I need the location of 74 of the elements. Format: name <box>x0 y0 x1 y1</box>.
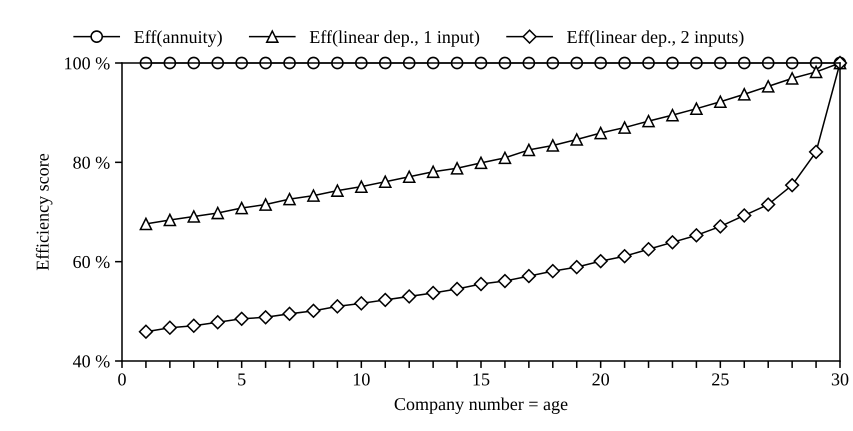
x-tick-label: 0 <box>118 373 126 386</box>
point <box>738 88 751 101</box>
point <box>426 286 440 300</box>
point <box>235 202 248 214</box>
x-tick-label: 30 <box>832 373 848 386</box>
point <box>402 289 416 304</box>
point <box>258 310 273 324</box>
point <box>259 198 272 211</box>
y-tick-label: 100 % <box>65 57 110 70</box>
y-tick-label: 40 % <box>72 355 110 368</box>
point <box>618 121 631 134</box>
point <box>210 315 225 330</box>
legend-label: Eff(linear dep., 2 inputs) <box>567 30 744 47</box>
point <box>546 264 560 278</box>
point <box>330 299 345 314</box>
point <box>378 292 392 308</box>
point <box>594 126 607 140</box>
point <box>355 180 368 193</box>
point <box>666 108 679 122</box>
point <box>474 156 488 170</box>
point <box>786 72 798 85</box>
legend-label: Eff(annuity) <box>134 30 222 47</box>
point <box>498 274 512 288</box>
point <box>187 210 200 223</box>
point <box>164 214 176 226</box>
point <box>594 254 608 268</box>
point <box>426 165 440 178</box>
point <box>378 175 392 188</box>
x-tick-label: 5 <box>238 374 246 386</box>
point <box>689 228 704 242</box>
point <box>808 144 824 160</box>
point <box>522 268 536 284</box>
point <box>690 102 703 116</box>
point <box>641 242 656 256</box>
x-tick-label: 10 <box>354 373 370 386</box>
point <box>331 184 344 197</box>
point <box>642 114 655 128</box>
y-tick-label: 80 % <box>73 156 110 169</box>
point <box>307 189 320 202</box>
point <box>186 318 201 333</box>
point <box>665 235 680 250</box>
x-tick-label: 20 <box>592 373 610 386</box>
point <box>810 66 822 78</box>
point <box>138 324 154 339</box>
point <box>570 133 584 146</box>
point <box>762 80 775 93</box>
x-axis-title: Company number = age <box>394 398 568 414</box>
point <box>713 219 728 234</box>
legend-label: Eff(linear dep., 1 input) <box>310 30 480 47</box>
y-axis-title: Efficiency score <box>36 154 52 270</box>
point <box>737 208 752 223</box>
point <box>306 304 321 318</box>
point <box>402 170 416 184</box>
point <box>617 249 632 264</box>
point <box>761 197 776 212</box>
point <box>211 206 224 220</box>
point <box>714 95 727 108</box>
x-tick-label: 25 <box>712 373 729 386</box>
point <box>546 139 560 152</box>
point <box>450 282 464 296</box>
point <box>283 192 296 206</box>
point <box>570 260 584 274</box>
point <box>140 218 152 230</box>
y-tick-label: 60 % <box>73 256 110 268</box>
point <box>522 144 536 156</box>
point <box>354 296 368 311</box>
point <box>162 320 178 335</box>
x-tick-label: 15 <box>474 373 490 386</box>
point <box>450 162 464 175</box>
point <box>282 306 297 321</box>
point <box>784 178 800 192</box>
point <box>498 152 512 164</box>
point <box>474 276 488 292</box>
point <box>234 312 249 326</box>
